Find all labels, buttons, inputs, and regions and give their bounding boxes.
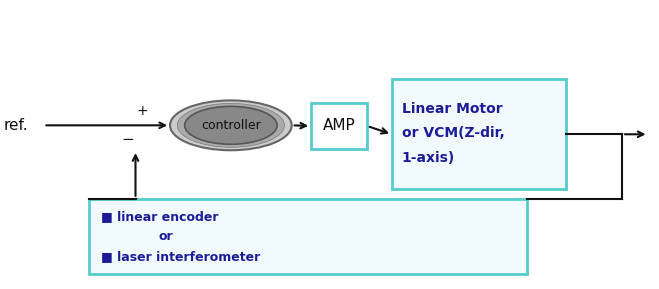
Text: ref.: ref. [4, 118, 28, 133]
Text: ■ linear encoder: ■ linear encoder [101, 210, 219, 223]
Text: ■ laser interferometer: ■ laser interferometer [101, 251, 260, 264]
Text: Linear Motor: Linear Motor [402, 102, 502, 116]
Text: or VCM(Z-dir,: or VCM(Z-dir, [402, 126, 505, 140]
FancyBboxPatch shape [311, 103, 367, 149]
Text: controller: controller [201, 119, 261, 132]
Text: +: + [136, 104, 148, 118]
Text: −: − [121, 132, 134, 147]
Text: or: or [159, 230, 173, 243]
FancyBboxPatch shape [90, 199, 527, 274]
Text: 1-axis): 1-axis) [402, 151, 455, 165]
Ellipse shape [185, 106, 277, 144]
Ellipse shape [170, 100, 292, 150]
Ellipse shape [177, 103, 285, 147]
FancyBboxPatch shape [392, 79, 566, 189]
Text: AMP: AMP [323, 118, 355, 134]
